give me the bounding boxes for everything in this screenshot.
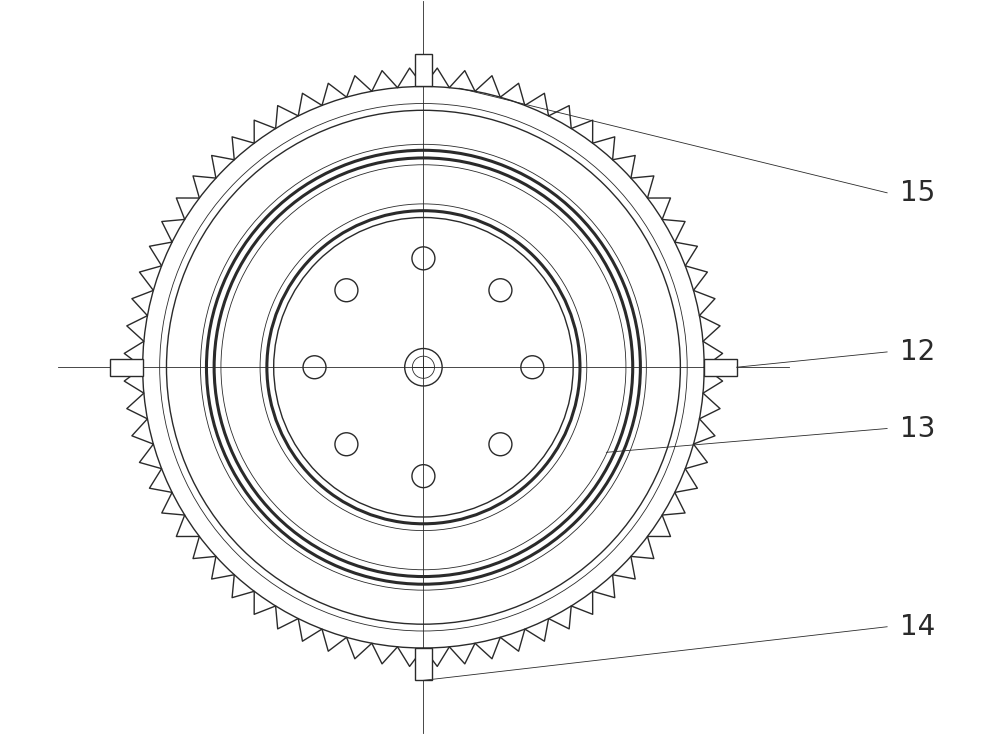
Text: 15: 15 — [900, 179, 935, 207]
Text: 13: 13 — [900, 415, 935, 443]
Text: 14: 14 — [900, 613, 935, 640]
Bar — [110, 359, 143, 376]
Bar — [415, 648, 432, 681]
Bar — [704, 359, 737, 376]
Text: 12: 12 — [900, 338, 935, 366]
Bar — [415, 54, 432, 86]
